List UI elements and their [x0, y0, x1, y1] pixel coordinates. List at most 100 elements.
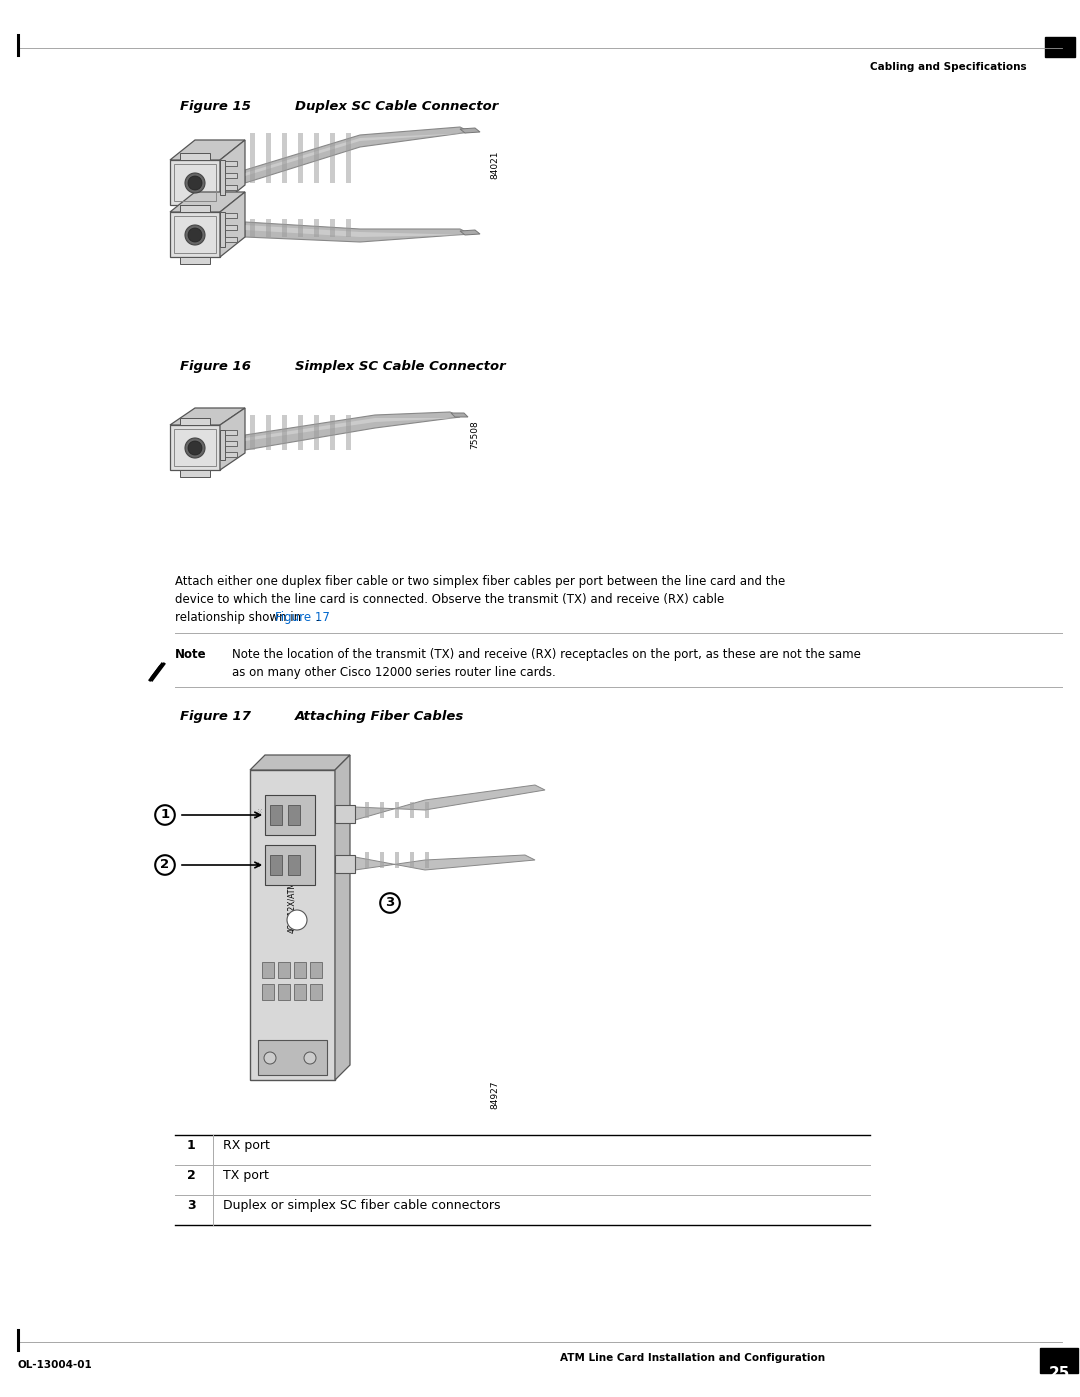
Bar	[310, 963, 322, 978]
Bar	[294, 963, 306, 978]
Polygon shape	[245, 222, 470, 242]
Polygon shape	[245, 412, 460, 450]
Text: Figure 17: Figure 17	[180, 710, 251, 724]
Polygon shape	[170, 212, 220, 257]
Bar	[220, 430, 225, 460]
Bar	[298, 219, 303, 237]
Text: ★: ★	[255, 862, 261, 868]
Polygon shape	[220, 191, 245, 257]
Text: Figure 15: Figure 15	[180, 101, 251, 113]
Circle shape	[303, 1052, 316, 1065]
Bar	[174, 429, 216, 467]
Text: RX port: RX port	[222, 1139, 270, 1153]
Bar	[225, 212, 237, 218]
Text: Duplex SC Cable Connector: Duplex SC Cable Connector	[295, 101, 498, 113]
Bar	[282, 415, 287, 450]
Bar	[365, 852, 369, 868]
Bar	[1045, 36, 1075, 57]
Bar	[314, 415, 319, 450]
Circle shape	[188, 441, 202, 455]
Bar	[298, 133, 303, 183]
Text: TX port: TX port	[222, 1169, 269, 1182]
Text: Attaching Fiber Cables: Attaching Fiber Cables	[295, 710, 464, 724]
Bar	[266, 415, 271, 450]
Bar	[282, 219, 287, 237]
Bar	[395, 852, 399, 868]
Polygon shape	[245, 127, 470, 183]
Bar	[314, 219, 319, 237]
Polygon shape	[170, 191, 245, 212]
Bar	[249, 133, 255, 183]
Bar	[346, 415, 351, 450]
Polygon shape	[180, 205, 210, 212]
Polygon shape	[180, 154, 210, 161]
Bar	[249, 219, 255, 237]
Polygon shape	[245, 418, 460, 441]
Text: Simplex SC Cable Connector: Simplex SC Cable Connector	[295, 360, 505, 373]
Polygon shape	[220, 140, 245, 205]
Bar	[265, 795, 315, 835]
Polygon shape	[220, 408, 245, 469]
Bar	[278, 983, 291, 1000]
Text: 3: 3	[386, 897, 394, 909]
Text: Note: Note	[175, 648, 206, 661]
Bar	[288, 855, 300, 875]
Text: 3: 3	[187, 1199, 195, 1213]
Bar	[365, 802, 369, 819]
Polygon shape	[245, 225, 470, 237]
Text: Figure 17: Figure 17	[275, 610, 330, 624]
Text: 1: 1	[161, 809, 170, 821]
Bar	[395, 802, 399, 819]
Bar	[1040, 1348, 1078, 1373]
Bar	[330, 133, 335, 183]
Bar	[266, 219, 271, 237]
Text: Duplex or simplex SC fiber cable connectors: Duplex or simplex SC fiber cable connect…	[222, 1199, 500, 1213]
Circle shape	[264, 1052, 276, 1065]
Bar	[220, 212, 225, 247]
Text: device to which the line card is connected. Observe the transmit (TX) and receiv: device to which the line card is connect…	[175, 592, 725, 606]
Polygon shape	[355, 855, 535, 870]
Bar	[335, 855, 355, 873]
Text: 75508: 75508	[471, 420, 480, 450]
Bar	[174, 217, 216, 253]
Circle shape	[185, 225, 205, 244]
Bar	[225, 441, 237, 446]
Bar	[225, 453, 237, 457]
Circle shape	[287, 909, 307, 930]
Text: OL-13004-01: OL-13004-01	[18, 1361, 93, 1370]
Bar	[262, 983, 274, 1000]
Polygon shape	[460, 129, 480, 133]
Polygon shape	[460, 231, 480, 235]
Circle shape	[185, 173, 205, 193]
Bar	[174, 163, 216, 201]
Circle shape	[188, 176, 202, 190]
Bar	[249, 770, 335, 1080]
Polygon shape	[335, 754, 350, 1080]
Bar	[288, 805, 300, 826]
Text: Attach either one duplex fiber cable or two simplex fiber cables per port betwee: Attach either one duplex fiber cable or …	[175, 576, 785, 588]
Text: 2: 2	[187, 1169, 195, 1182]
Polygon shape	[245, 133, 470, 176]
Bar	[258, 1039, 327, 1076]
Bar	[330, 415, 335, 450]
Polygon shape	[180, 418, 210, 425]
Bar	[270, 855, 282, 875]
Bar	[225, 430, 237, 434]
Text: 1: 1	[187, 1139, 195, 1153]
Circle shape	[185, 439, 205, 458]
Bar	[262, 963, 274, 978]
Text: Note the location of the transmit (TX) and receive (RX) receptacles on the port,: Note the location of the transmit (TX) a…	[232, 648, 861, 661]
Text: 2: 2	[161, 859, 170, 872]
Text: relationship shown in: relationship shown in	[175, 610, 305, 624]
Text: 25: 25	[1049, 1366, 1069, 1382]
Bar	[225, 225, 237, 231]
Polygon shape	[451, 414, 468, 416]
Text: .: .	[316, 610, 320, 624]
Polygon shape	[180, 469, 210, 476]
Polygon shape	[170, 140, 245, 161]
Text: 84927: 84927	[490, 1081, 499, 1109]
Bar	[380, 852, 384, 868]
Polygon shape	[355, 785, 545, 820]
Bar	[270, 805, 282, 826]
Polygon shape	[170, 161, 220, 205]
